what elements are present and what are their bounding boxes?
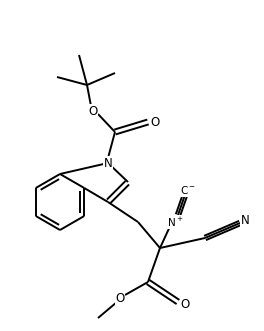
- Text: O: O: [88, 105, 98, 118]
- Text: N$^+$: N$^+$: [167, 215, 183, 228]
- Text: O: O: [150, 116, 160, 128]
- Text: O: O: [115, 292, 125, 305]
- Text: N: N: [104, 157, 112, 169]
- Text: C$^-$: C$^-$: [180, 184, 196, 196]
- Text: O: O: [180, 298, 190, 310]
- Text: N: N: [241, 213, 249, 226]
